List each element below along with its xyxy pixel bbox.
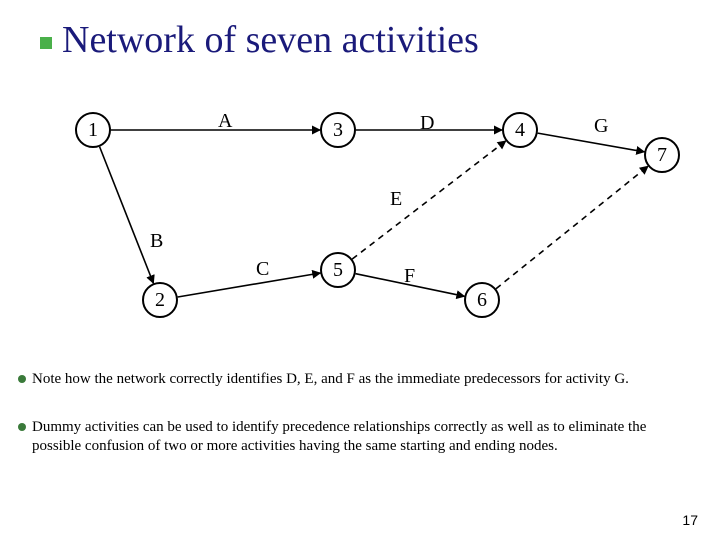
- node-label-1: 1: [88, 119, 98, 141]
- node-label-3: 3: [333, 119, 343, 141]
- node-label-6: 6: [477, 289, 487, 311]
- title-bullet-icon: [40, 37, 52, 49]
- edge-label-G: G: [594, 115, 608, 138]
- page-title: Network of seven activities: [40, 18, 479, 62]
- edge-1-2: [100, 147, 154, 284]
- edge-label-C: C: [256, 258, 269, 281]
- bullet-icon: [18, 375, 26, 383]
- note-2: Dummy activities can be used to identify…: [18, 418, 698, 456]
- note-text: Note how the network correctly identifie…: [32, 370, 629, 389]
- node-label-2: 2: [155, 289, 165, 311]
- node-label-5: 5: [333, 259, 343, 281]
- edge-4-7: [538, 133, 645, 152]
- edge-6-7: [496, 166, 648, 288]
- activity-network-diagram: 1 2 3 4 5 6 7 A B C D E F G: [0, 100, 720, 330]
- edge-label-B: B: [150, 230, 163, 253]
- edge-label-E: E: [390, 188, 402, 211]
- note-1: Note how the network correctly identifie…: [18, 370, 698, 389]
- node-label-4: 4: [515, 119, 525, 141]
- edge-label-A: A: [218, 110, 232, 133]
- edge-2-5: [178, 273, 321, 297]
- edge-5-4: [352, 141, 505, 259]
- node-label-7: 7: [657, 144, 667, 166]
- network-svg: 1 2 3 4 5 6 7: [0, 100, 720, 330]
- note-text: Dummy activities can be used to identify…: [32, 418, 698, 456]
- edge-label-F: F: [404, 265, 415, 288]
- edge-label-D: D: [420, 112, 434, 135]
- title-text: Network of seven activities: [62, 19, 479, 61]
- page-number: 17: [682, 512, 698, 528]
- bullet-icon: [18, 423, 26, 431]
